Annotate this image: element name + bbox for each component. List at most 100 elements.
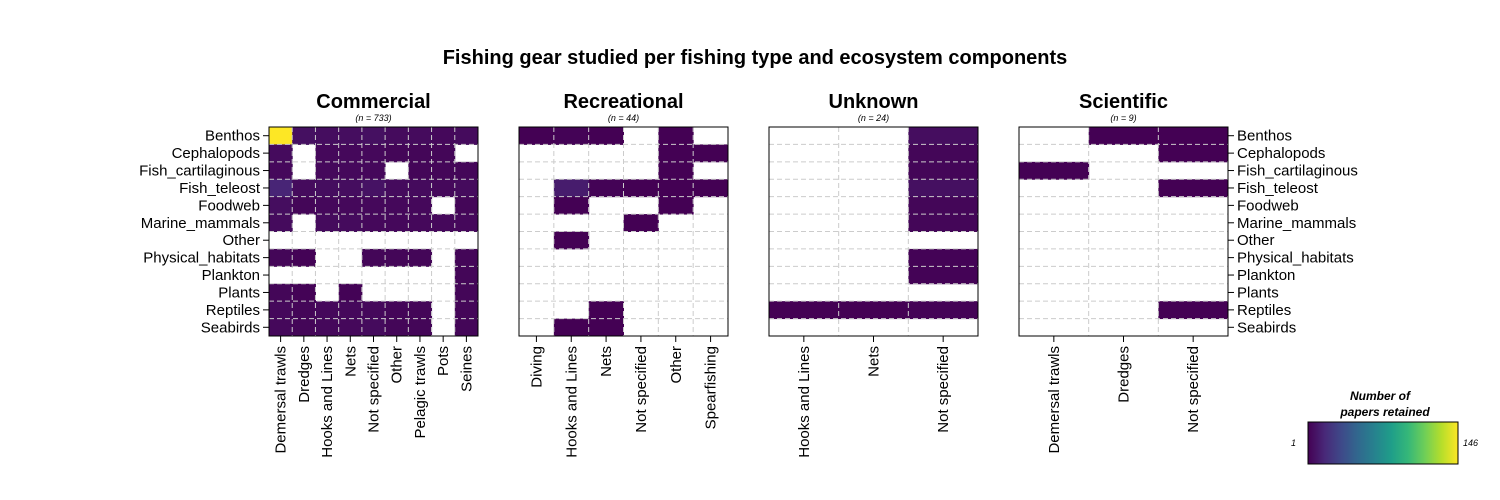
x-tick-label: Not specified: [366, 346, 383, 433]
y-tick-label: Plants: [1237, 284, 1279, 301]
y-tick-label: Benthos: [205, 128, 260, 145]
heatmap-cell: [292, 301, 316, 320]
heatmap-cell: [408, 179, 433, 198]
heatmap-cell: [408, 127, 433, 145]
heatmap-cell: [454, 266, 479, 285]
y-tick-label: Foodweb: [1237, 197, 1299, 214]
y-tick-label: Fish_cartilaginous: [1237, 163, 1358, 180]
heatmap-cell: [588, 179, 624, 198]
y-tick-label: Reptiles: [206, 302, 260, 319]
heatmap-cell: [315, 196, 340, 215]
heatmap-cell: [1158, 301, 1229, 320]
panel-n-scientific: (n = 9): [1110, 113, 1136, 123]
y-tick-label: Fish_cartilaginous: [139, 163, 260, 180]
heatmap-cell: [269, 301, 293, 320]
heatmap-cell: [908, 301, 979, 320]
heatmap-cell: [385, 144, 409, 163]
heatmap-cell: [408, 214, 433, 232]
heatmap-cell: [658, 196, 694, 215]
heatmap-cell: [292, 248, 316, 267]
x-tick-label: Pelagic trawls: [412, 346, 429, 439]
y-tick-label: Reptiles: [1237, 302, 1291, 319]
heatmap-cell: [338, 301, 363, 320]
x-tick-label: Nets: [598, 346, 615, 377]
heatmap-cell: [338, 144, 363, 163]
heatmap-cell: [315, 144, 340, 163]
heatmap-cell: [338, 179, 363, 198]
x-tick-label: Diving: [528, 346, 545, 388]
heatmap-cell: [623, 179, 659, 198]
heatmap-cell: [385, 127, 409, 145]
heatmap-cell: [292, 196, 316, 215]
x-tick-label: Hooks and Lines: [319, 346, 336, 458]
heatmap-cell: [269, 127, 293, 145]
y-tick-label: Cephalopods: [172, 145, 260, 162]
heatmap-cell: [408, 248, 433, 267]
heatmap-cell: [269, 214, 293, 232]
heatmap-cell: [269, 196, 293, 215]
heatmap-cell: [658, 179, 694, 198]
panel-recreational: Recreational(n = 44) Diving Hooks and Line…: [518, 91, 729, 458]
legend-title-line2: papers retained: [1339, 405, 1430, 419]
heatmap-cell: [658, 144, 694, 163]
heatmap-cell: [338, 161, 363, 180]
heatmap-cell: [588, 127, 624, 145]
panel-commercial: Commercial(n = 733) Demersal trawls Dredge…: [139, 91, 479, 458]
heatmap-cell: [693, 144, 729, 163]
x-tick-label: Spearfishing: [703, 346, 720, 429]
y-tick-label: Fish_teleost: [1237, 180, 1319, 197]
heatmap-cell: [385, 196, 409, 215]
legend: Number of papers retained 1 146: [1291, 389, 1478, 465]
panel-title-unknown: Unknown: [829, 91, 919, 113]
heatmap-cell: [908, 248, 979, 267]
heatmap-cell: [431, 161, 456, 180]
x-tick-label: Not specified: [1185, 346, 1202, 433]
x-tick-label: Hooks and Lines: [796, 346, 813, 458]
heatmap-cell: [658, 161, 694, 180]
x-tick-label: Not specified: [935, 346, 952, 433]
heatmap-cell: [908, 214, 979, 232]
heatmap-cell: [553, 318, 590, 337]
heatmap-cell: [315, 161, 340, 180]
y-tick-label: Cephalopods: [1237, 145, 1325, 162]
heatmap-cell: [269, 144, 293, 163]
heatmap-cell: [454, 301, 479, 320]
heatmap-cell: [908, 266, 979, 285]
heatmap-cell: [454, 161, 479, 180]
x-tick-label: Dredges: [296, 346, 313, 403]
heatmap-cell: [519, 127, 555, 145]
heatmap-cell: [454, 196, 479, 215]
y-tick-label: Foodweb: [198, 197, 260, 214]
y-tick-label: Benthos: [1237, 128, 1292, 145]
x-tick-label: Demersal trawls: [1046, 346, 1063, 454]
heatmap-cell: [454, 283, 479, 302]
heatmap-cell: [908, 161, 979, 180]
legend-min-label: 1: [1291, 438, 1296, 448]
heatmap-cell: [315, 301, 340, 320]
heatmap-cell: [292, 283, 316, 302]
heatmap-cell: [338, 196, 363, 215]
y-tick-label: Fish_teleost: [179, 180, 261, 197]
heatmap-cell: [553, 127, 590, 145]
panel-title-scientific: Scientific: [1079, 91, 1168, 113]
panel-n-commercial: (n = 733): [355, 113, 391, 123]
heatmap-cell: [385, 179, 409, 198]
heatmap-cell: [338, 214, 363, 232]
y-tick-label: Seabirds: [1237, 319, 1296, 336]
heatmap-cell: [553, 231, 590, 250]
x-tick-label: Other: [668, 346, 685, 384]
panel-frame: [518, 126, 729, 337]
heatmap-cell: [408, 196, 433, 215]
heatmap-cell: [338, 127, 363, 145]
y-tick-label: Plankton: [202, 267, 260, 284]
heatmap-cell: [292, 318, 316, 337]
y-tick-label: Marine_mammals: [141, 215, 260, 232]
heatmap-cell: [315, 179, 340, 198]
y-tick-label: Other: [1237, 232, 1275, 249]
heatmap-cell: [1158, 144, 1229, 163]
heatmap-cell: [269, 318, 293, 337]
x-tick-label: Not specified: [633, 346, 650, 433]
y-tick-label: Physical_habitats: [143, 250, 260, 267]
heatmap-cell: [385, 248, 409, 267]
panel-title-commercial: Commercial: [316, 91, 431, 113]
